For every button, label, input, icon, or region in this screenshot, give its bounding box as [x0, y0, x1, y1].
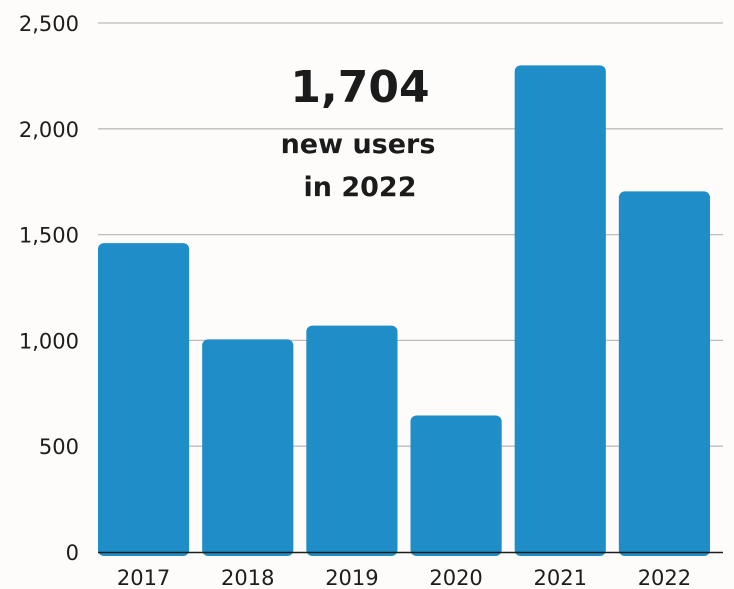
x-tick-label: 2020	[429, 566, 482, 589]
bar-2019	[306, 325, 398, 556]
x-tick-label: 2017	[117, 566, 170, 589]
x-axis-tick-labels: 2017 2018 2019 2020 2021 2022	[117, 566, 691, 589]
bar-2020	[410, 415, 502, 556]
y-tick-label: 500	[39, 435, 79, 459]
annotation: 1,704 new users in 2022	[281, 62, 436, 203]
annotation-value: 1,704	[290, 62, 429, 113]
bar-2022	[618, 191, 710, 556]
y-axis-tick-labels: 0 500 1,000 1,500 2,000 2,500	[19, 12, 79, 565]
y-tick-label: 1,500	[19, 224, 79, 248]
y-tick-label: 2,000	[19, 118, 79, 142]
annotation-line-2: in 2022	[303, 172, 416, 203]
bar-2017	[98, 243, 190, 556]
bar-2021	[514, 65, 606, 556]
x-tick-label: 2019	[325, 566, 378, 589]
y-tick-label: 1,000	[19, 329, 79, 353]
y-tick-label: 0	[66, 541, 79, 565]
x-tick-label: 2022	[638, 566, 691, 589]
x-tick-label: 2018	[221, 566, 274, 589]
y-tick-label: 2,500	[19, 12, 79, 36]
bar-2018	[202, 339, 294, 556]
bars	[98, 65, 710, 556]
x-tick-label: 2021	[534, 566, 587, 589]
annotation-line-1: new users	[281, 129, 436, 160]
